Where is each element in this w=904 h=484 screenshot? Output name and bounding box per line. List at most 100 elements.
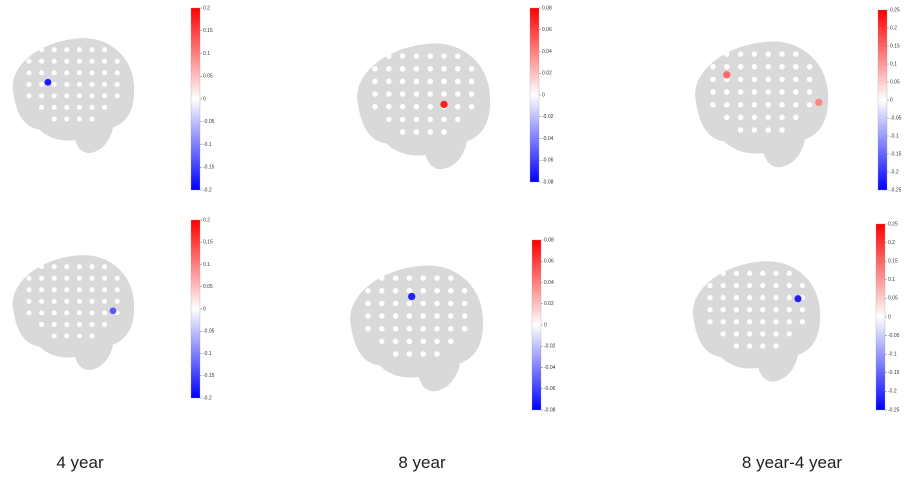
- colorbar-tick-label: -0.04: [544, 365, 556, 371]
- colorbar-tick-label: 0: [203, 96, 206, 102]
- electrode: [427, 53, 433, 59]
- electrode: [89, 70, 94, 75]
- electrode: [800, 319, 805, 324]
- electrode: [779, 89, 785, 95]
- electrode: [115, 299, 120, 304]
- electrode: [89, 47, 94, 52]
- electrode: [747, 307, 752, 312]
- electrode: [102, 47, 107, 52]
- electrode: [39, 287, 44, 292]
- colorbar-tick-label: -0.1: [888, 352, 897, 358]
- electrode: [765, 77, 771, 83]
- electrode: [115, 287, 120, 292]
- electrode: [407, 301, 413, 307]
- electrode: [102, 287, 107, 292]
- brain-panel: [357, 43, 490, 169]
- electrode: [26, 70, 31, 75]
- electrode: [721, 331, 726, 336]
- electrode: [441, 91, 447, 97]
- colorbar-tick-label: 0.04: [544, 280, 554, 286]
- colorbar-tick-label: -0.25: [888, 407, 900, 413]
- electrode: [807, 89, 813, 95]
- electrode: [427, 79, 433, 85]
- electrode: [793, 77, 799, 83]
- electrode: [89, 299, 94, 304]
- electrode: [400, 53, 406, 59]
- colorbar: [530, 8, 539, 182]
- electrode: [420, 339, 426, 345]
- electrode: [773, 319, 778, 324]
- colorbar-tick-label: -0.1: [203, 351, 212, 357]
- electrode: [64, 70, 69, 75]
- electrode: [26, 299, 31, 304]
- electrode: [469, 66, 475, 72]
- colorbar-tick-label: 0.15: [890, 43, 900, 49]
- electrode: [773, 271, 778, 276]
- electrode: [787, 283, 792, 288]
- electrode: [77, 333, 82, 338]
- electrode: [39, 82, 44, 87]
- electrode: [455, 117, 461, 123]
- colorbar-tick-label: 0.2: [888, 240, 895, 246]
- colorbar-tick-label: -0.05: [203, 119, 215, 125]
- electrode: [64, 264, 69, 269]
- electrode: [386, 91, 392, 97]
- electrode: [89, 93, 94, 98]
- colorbar-tick-label: -0.15: [203, 165, 215, 171]
- colorbar-tick-label: 0.2: [203, 5, 210, 11]
- electrode: [462, 288, 468, 294]
- electrode: [52, 93, 57, 98]
- electrode: [393, 326, 399, 332]
- colorbar-tick-label: -0.05: [890, 115, 902, 121]
- electrode: [102, 299, 107, 304]
- colorbar-tick-label: -0.15: [888, 370, 900, 376]
- colorbar-tick-label: -0.02: [542, 114, 554, 120]
- colorbar-tick-label: -0.06: [544, 386, 556, 392]
- electrode: [420, 313, 426, 319]
- highlighted-electrode: [408, 293, 415, 300]
- electrode: [386, 53, 392, 59]
- electrode: [77, 70, 82, 75]
- electrode: [765, 115, 771, 121]
- electrode: [39, 276, 44, 281]
- electrode: [77, 299, 82, 304]
- electrode: [26, 310, 31, 315]
- electrode: [434, 275, 440, 281]
- electrode: [760, 307, 765, 312]
- electrode: [760, 283, 765, 288]
- electrode: [393, 351, 399, 357]
- highlighted-electrode: [794, 295, 801, 302]
- electrode: [448, 301, 454, 307]
- electrode: [747, 283, 752, 288]
- colorbar-tick-label: -0.1: [203, 142, 212, 148]
- electrode: [734, 331, 739, 336]
- electrode: [441, 79, 447, 85]
- electrode: [414, 91, 420, 97]
- electrode: [77, 322, 82, 327]
- electrode: [434, 326, 440, 332]
- electrode: [379, 301, 385, 307]
- electrode: [77, 116, 82, 121]
- electrode: [39, 310, 44, 315]
- colorbar: [878, 10, 887, 190]
- colorbar-tick-label: -0.1: [890, 133, 899, 139]
- electrode: [407, 339, 413, 345]
- electrode: [807, 102, 813, 108]
- electrode: [434, 313, 440, 319]
- electrode: [752, 102, 758, 108]
- electrode: [724, 64, 730, 70]
- electrode: [738, 115, 744, 121]
- electrode: [779, 102, 785, 108]
- electrode: [765, 127, 771, 133]
- colorbar: [532, 240, 541, 410]
- electrode: [734, 271, 739, 276]
- electrode: [779, 51, 785, 57]
- electrode: [779, 64, 785, 70]
- colorbar-tick-label: -0.05: [888, 333, 900, 339]
- electrode: [115, 93, 120, 98]
- electrode: [407, 288, 413, 294]
- colorbar-tick-label: 0.05: [203, 284, 213, 290]
- column-label: 4 year: [56, 453, 104, 472]
- electrode: [441, 66, 447, 72]
- electrode: [372, 79, 378, 85]
